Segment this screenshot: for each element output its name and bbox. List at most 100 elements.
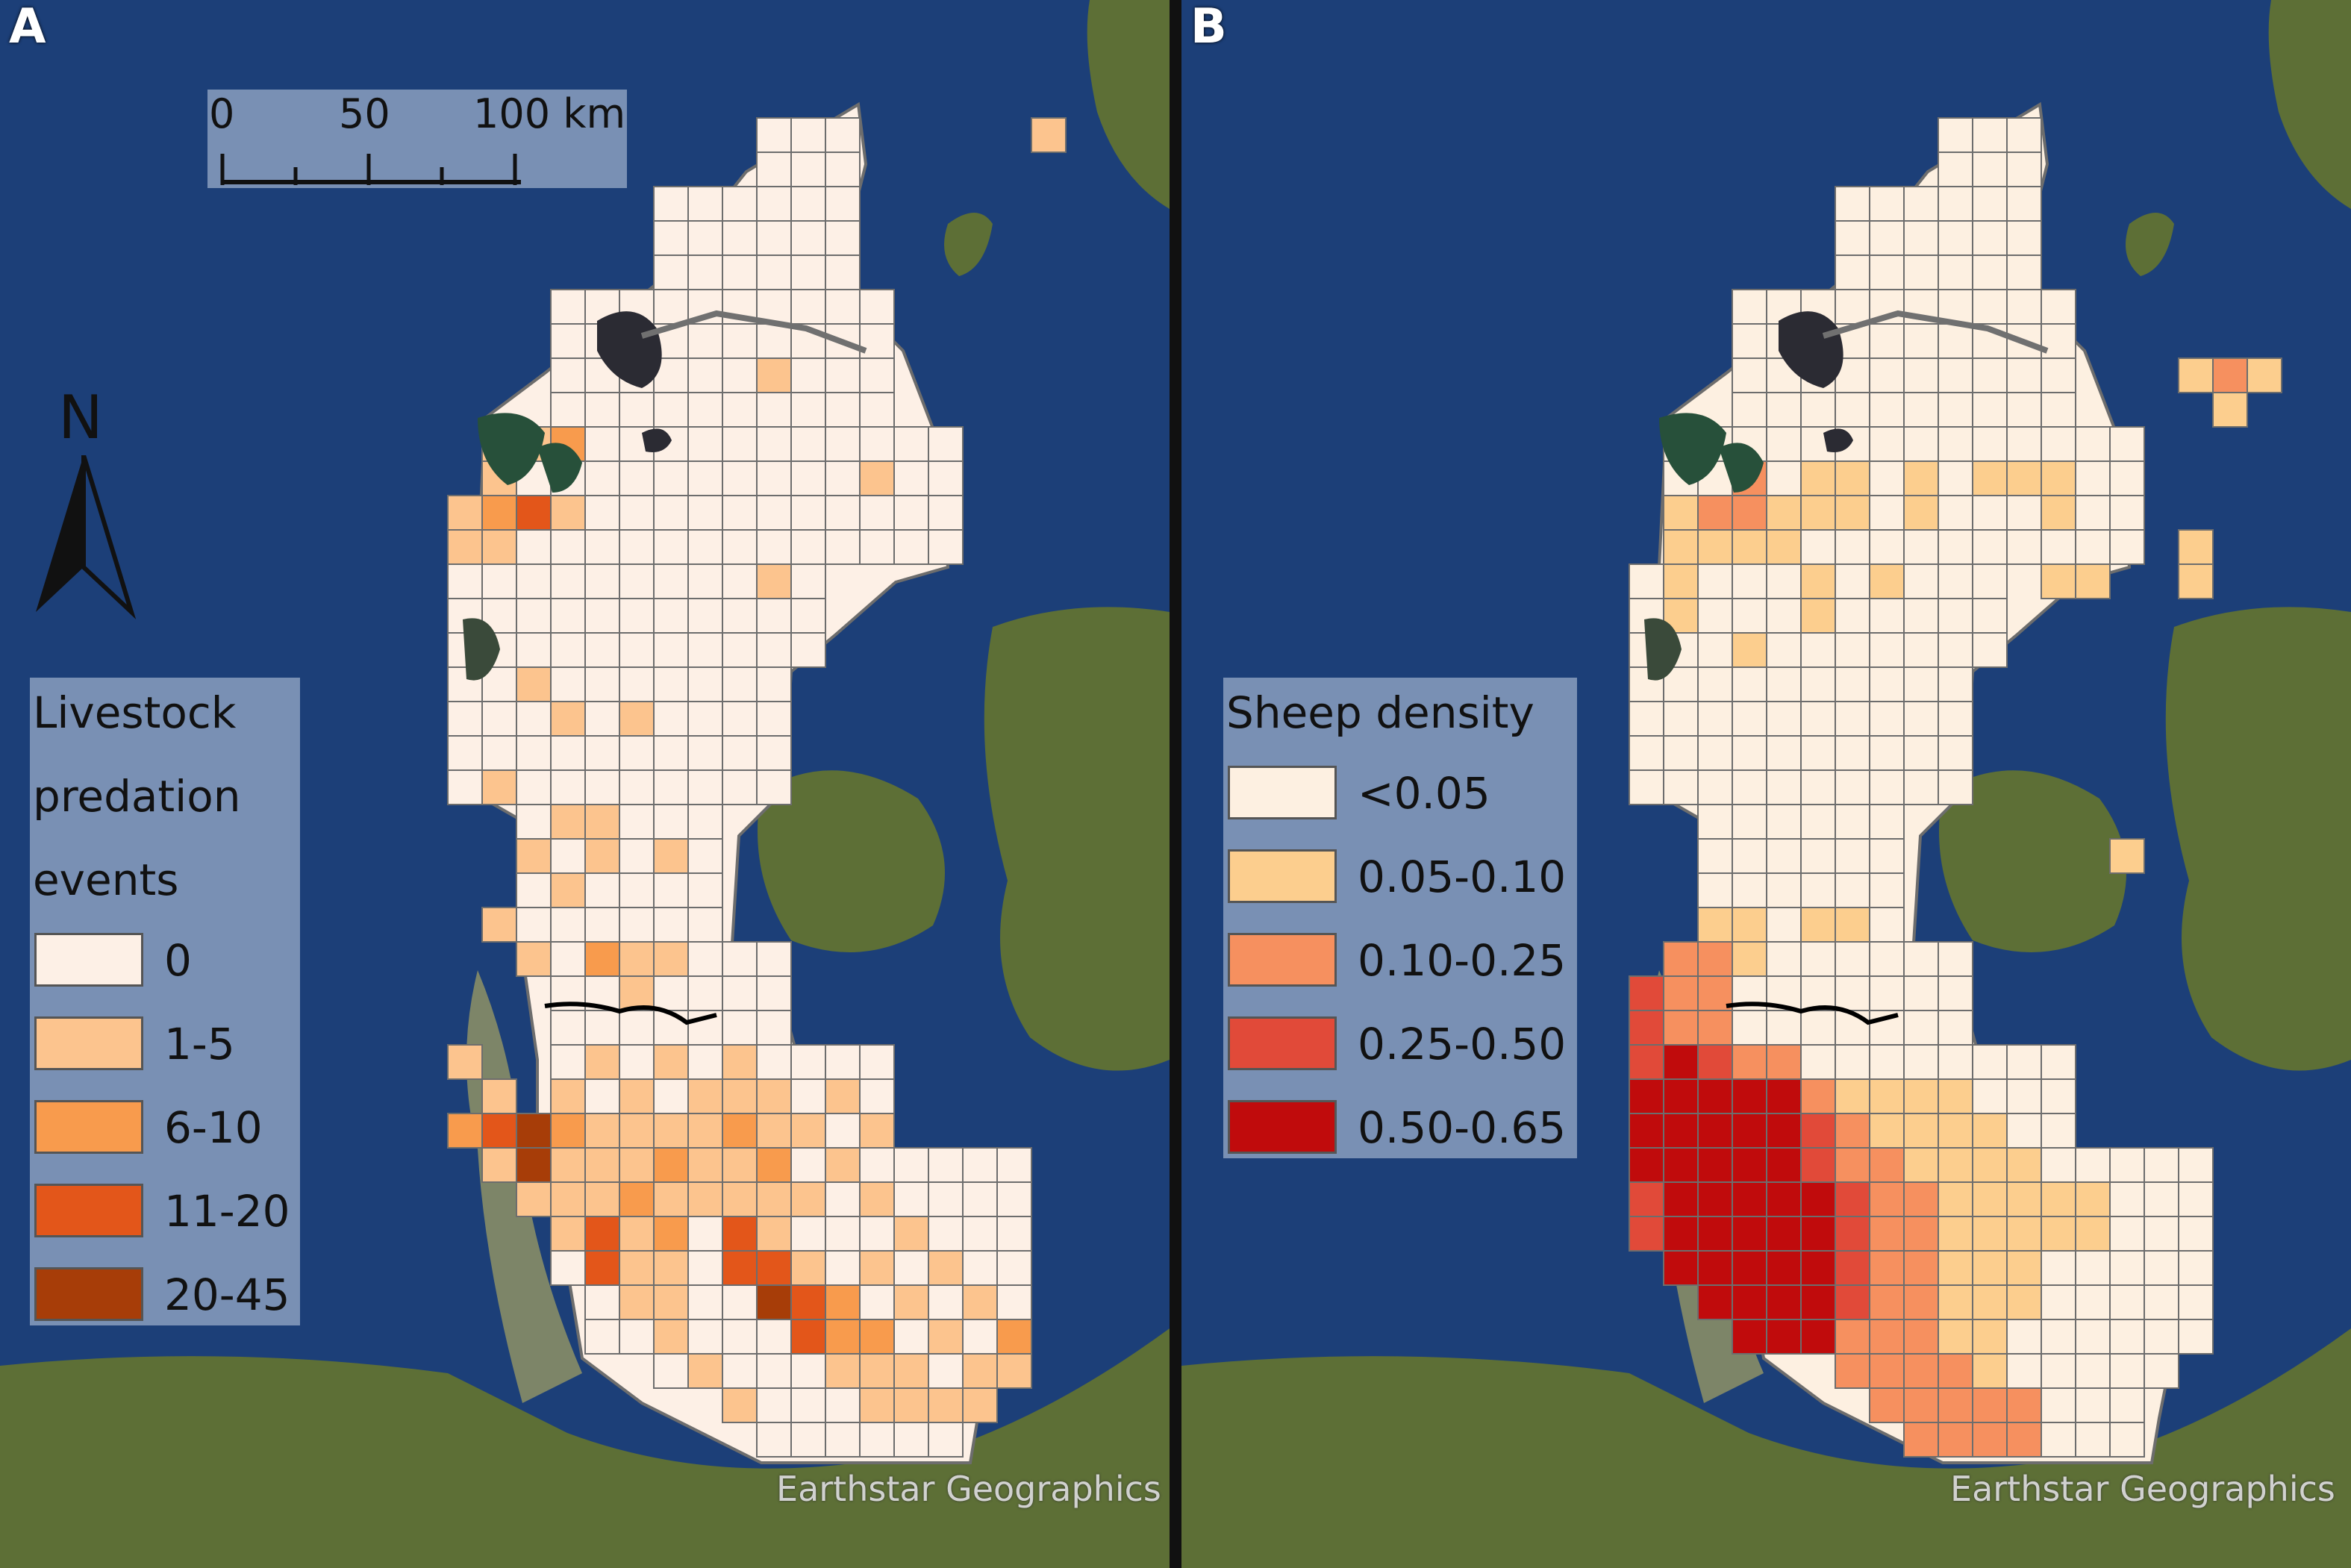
grid-cell [1663,769,1699,805]
grid-cell [687,186,723,222]
grid-cell-colored [550,804,586,840]
grid-cell [687,529,723,565]
grid-cell-colored [2041,460,2076,496]
grid-cell-colored [1663,495,1699,531]
grid-cell [996,1250,1032,1286]
grid-cell-colored [1835,1216,1870,1252]
grid-cell-colored [756,1284,792,1320]
grid-cell [653,289,689,325]
grid-cell-colored [481,495,517,531]
grid-cell [893,529,929,565]
grid-cell [1835,254,1870,290]
grid-cell [2006,1353,2042,1389]
grid-cell [653,769,689,805]
grid-cell [1663,701,1699,737]
grid-cell-colored [1972,1284,2008,1320]
grid-cell-colored [1766,1147,1802,1183]
grid-cell-colored [1800,1113,1836,1149]
grid-cell-colored [996,1319,1032,1355]
grid-cell [516,804,552,840]
legend-swatch [34,1267,143,1321]
grid-cell [1800,838,1836,874]
grid-cell-colored [619,1250,655,1286]
grid-cell-colored [1732,529,1767,565]
grid-cell-colored [996,1353,1032,1389]
grid-cell [2041,1284,2076,1320]
panel-divider [1170,0,1181,1568]
grid-cell-colored [1835,1284,1870,1320]
grid-cell [859,323,895,359]
grid-cell-colored [1972,1250,2008,1286]
limfjord-channel [640,310,867,354]
grid-cell [1903,186,1939,222]
grid-cell [1835,289,1870,325]
grid-cell-colored [790,1113,826,1149]
grid-cell-colored [722,1078,758,1114]
grid-cell-colored [516,495,552,531]
grid-cell [584,598,620,634]
grid-cell [756,1422,792,1458]
grid-cell [1869,907,1905,943]
grid-cell [687,254,723,290]
grid-cell [687,220,723,256]
grid-cell-colored [584,838,620,874]
legend-swatch [1228,933,1337,987]
grid-cell-colored [1869,1319,1905,1355]
grid-cell-colored [1835,1078,1870,1114]
legend-swatch [1228,849,1337,903]
grid-cell [756,975,792,1011]
grid-cell-colored [550,1113,586,1149]
grid-cell [928,1353,964,1389]
grid-cell [1972,1044,2008,1080]
grid-cell [550,666,586,702]
grid-cell [859,529,895,565]
legend-swatch [34,933,143,987]
grid-cell [2178,1181,2214,1217]
grid-cell-colored [1697,529,1733,565]
grid-cell [550,392,586,428]
grid-cell [2075,1147,2111,1183]
legend-title-line: events [33,855,179,905]
grid-cell-colored [447,495,483,531]
grid-cell [825,1422,861,1458]
grid-cell-colored [1869,563,1905,599]
grid-cell [1903,769,1939,805]
grid-cell [1835,838,1870,874]
grid-cell [859,495,895,531]
grid-cell [2178,1147,2214,1183]
scale-label-50: 50 [339,90,390,137]
grid-cell-colored [1732,632,1767,668]
grid-cell-colored [1629,975,1664,1011]
grid-cell [1938,632,1973,668]
grid-cell-colored [1697,495,1733,531]
grid-cell [2041,357,2076,393]
grid-cell [619,632,655,668]
grid-cell [1903,323,1939,359]
legend-label: 0.25-0.50 [1358,1019,1567,1069]
grid-cell [1766,1010,1802,1046]
attribution: Earthstar Geographics [1950,1469,2335,1509]
grid-cell [756,1319,792,1355]
grid-cell [893,1250,929,1286]
grid-cell [2178,1250,2214,1286]
grid-cell-colored [653,1284,689,1320]
grid-cell-colored [1938,1387,1973,1423]
grid-cell [1732,392,1767,428]
grid-cell-colored [619,1078,655,1114]
grid-cell [2109,1216,2145,1252]
grid-cell [756,529,792,565]
grid-cell-colored [2006,1387,2042,1423]
grid-cell [928,1181,964,1217]
grid-cell-colored [584,1216,620,1252]
grid-cell [2144,1216,2179,1252]
scale-label-0: 0 [209,90,235,137]
grid-cell-colored [550,1216,586,1252]
grid-cell [550,838,586,874]
grid-cell [1766,563,1802,599]
grid-cell [1835,666,1870,702]
grid-cell-colored [1732,1284,1767,1320]
island-zealand [984,607,1170,1071]
grid-cell [1766,735,1802,771]
grid-cell [653,1078,689,1114]
grid-cell [825,392,861,428]
